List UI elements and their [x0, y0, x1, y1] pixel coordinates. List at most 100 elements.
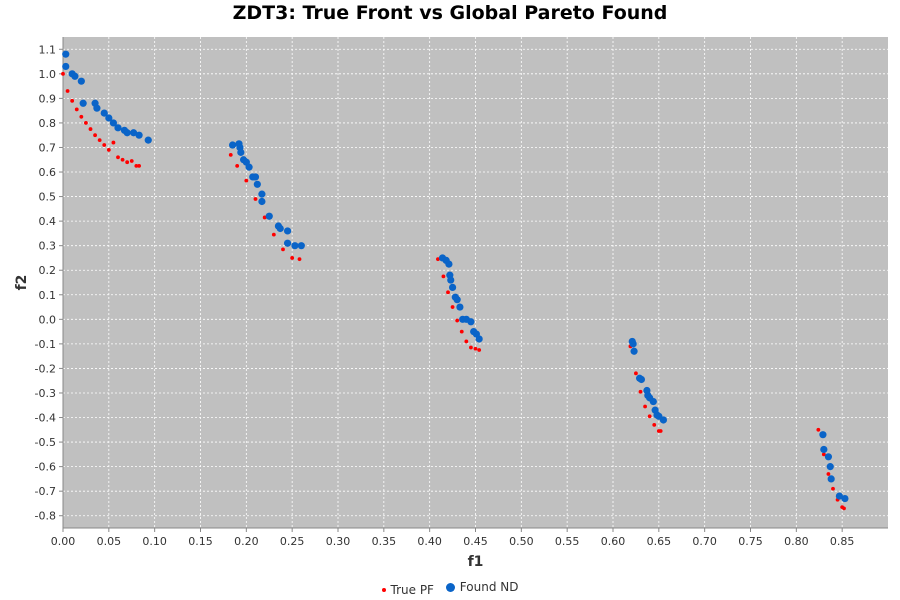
x-tick-label: 0.20: [234, 535, 259, 548]
y-tick-label: 0.5: [39, 191, 57, 204]
x-tick-label: 0.45: [463, 535, 488, 548]
true-pf-point: [290, 256, 295, 260]
true-pf-point: [441, 274, 446, 279]
true-pf-point: [111, 140, 116, 145]
found-nd-point: [105, 114, 113, 122]
found-nd-point: [649, 397, 657, 406]
true-pf-point: [831, 486, 835, 491]
x-tick-label: 0.35: [372, 535, 397, 548]
found-nd-point: [276, 224, 284, 233]
found-nd-point: [445, 260, 453, 268]
true-pf-point: [120, 157, 125, 162]
found-nd-point: [841, 494, 849, 503]
found-nd-point: [826, 463, 834, 471]
true-pf-point: [297, 257, 302, 262]
found-nd-point: [637, 375, 646, 384]
x-tick-label: 0.60: [601, 535, 626, 548]
legend-item-found-nd: Found ND: [445, 580, 519, 594]
true-pf-point: [93, 133, 97, 138]
x-tick-label: 0.85: [830, 535, 855, 548]
x-tick-label: 0.70: [692, 535, 717, 548]
found-nd-point: [467, 318, 475, 326]
found-nd-point: [79, 99, 87, 107]
y-tick-label: 0.0: [39, 313, 57, 326]
y-tick-label: 0.2: [39, 264, 57, 277]
found-nd-point: [447, 276, 455, 284]
y-tick-label: 0.1: [39, 289, 57, 302]
true-pf-point: [816, 427, 821, 432]
x-tick-label: 0.65: [647, 535, 672, 548]
true-pf-point: [134, 163, 139, 168]
y-tick-label: -0.3: [35, 387, 56, 400]
legend: True PF Found ND: [0, 580, 900, 597]
y-tick-label: 0.3: [39, 240, 57, 253]
found-nd-point: [835, 492, 844, 500]
true-pf-point: [74, 107, 79, 112]
true-pf-point: [281, 247, 285, 252]
legend-swatch-true-pf: [381, 587, 386, 592]
found-nd-point: [237, 148, 245, 156]
true-pf-point: [634, 371, 638, 376]
found-nd-point: [123, 129, 131, 137]
found-nd-point: [144, 136, 152, 144]
y-tick-label: 0.7: [39, 141, 57, 154]
x-tick-label: 0.50: [509, 535, 534, 548]
found-nd-point: [135, 131, 143, 139]
true-pf-point: [84, 121, 88, 125]
y-tick-label: 0.8: [39, 117, 57, 130]
true-pf-point: [228, 152, 233, 157]
y-tick-label: -0.6: [35, 461, 56, 474]
found-nd-point: [253, 180, 261, 188]
found-nd-point: [71, 72, 79, 80]
y-tick-label: -0.4: [35, 412, 56, 425]
true-pf-point: [647, 414, 652, 419]
true-pf-point: [469, 345, 473, 350]
y-tick-label: -0.7: [35, 485, 56, 498]
y-tick-label: -0.1: [35, 338, 56, 351]
x-tick-label: 0.30: [326, 535, 351, 548]
x-tick-label: 0.10: [142, 535, 167, 548]
true-pf-point: [450, 305, 455, 309]
found-nd-point: [109, 119, 118, 127]
true-pf-point: [97, 138, 102, 143]
found-nd-point: [456, 303, 464, 311]
found-nd-point: [820, 445, 828, 454]
x-tick-label: 0.05: [97, 535, 122, 548]
legend-label-found-nd: Found ND: [459, 580, 519, 594]
true-pf-point: [473, 346, 478, 351]
found-nd-point: [283, 239, 292, 247]
true-pf-point: [477, 348, 482, 352]
true-pf-point: [459, 329, 464, 334]
true-pf-point: [253, 197, 258, 201]
found-nd-point: [297, 242, 305, 250]
found-nd-point: [265, 212, 273, 220]
true-pf-point: [455, 318, 460, 323]
found-nd-point: [824, 453, 833, 461]
found-nd-point: [77, 77, 85, 85]
y-tick-label: -0.5: [35, 436, 56, 449]
series-true-pf: [61, 71, 846, 511]
found-nd-point: [283, 227, 292, 235]
found-nd-point: [453, 296, 461, 304]
true-pf-point: [129, 159, 134, 163]
y-axis-title: f2: [14, 275, 30, 291]
y-tick-label: 1.1: [39, 43, 57, 56]
x-tick-label: 0.40: [417, 535, 442, 548]
y-tick-label: -0.8: [35, 510, 56, 523]
found-nd-point: [93, 104, 101, 112]
found-nd-point: [258, 197, 266, 206]
y-tick-label: 0.6: [39, 166, 57, 179]
found-nd-point: [228, 141, 237, 149]
found-nd-point: [129, 129, 138, 137]
chart-title: ZDT3: True Front vs Global Pareto Found: [232, 2, 668, 24]
y-tick-label: 1.0: [39, 68, 57, 81]
found-nd-point: [258, 190, 266, 198]
x-tick-label: 0.75: [738, 535, 763, 548]
true-pf-point: [79, 114, 84, 119]
legend-label-true-pf: True PF: [390, 582, 434, 597]
true-pf-point: [106, 148, 111, 152]
true-pf-point: [842, 506, 846, 511]
y-tick-label: -0.2: [35, 362, 56, 375]
found-nd-point: [448, 283, 457, 292]
